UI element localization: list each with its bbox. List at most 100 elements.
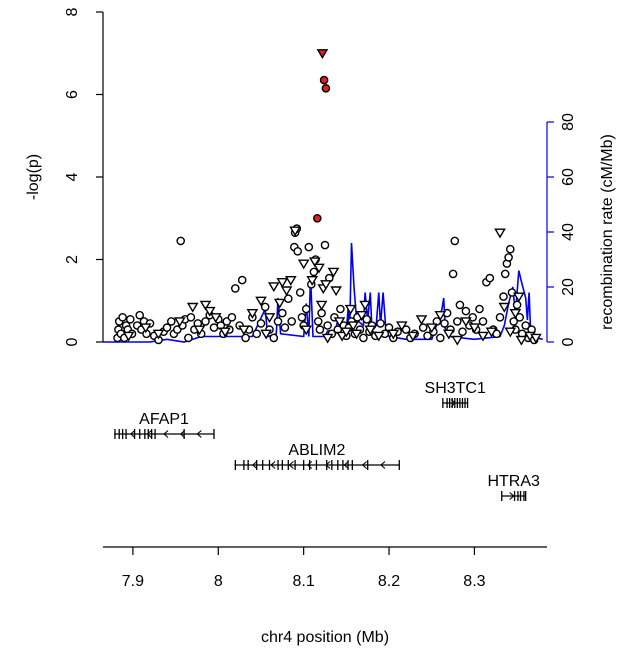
gene-htra3: HTRA3 [487,473,540,501]
snp-point-highlight [321,84,331,93]
snp-point-triangle [372,331,385,342]
snp-point-circle [273,317,283,326]
snp-point-circle [184,333,193,343]
snp-point-circle [320,240,330,250]
snp-point-triangle [498,302,511,313]
snp-point-circle [209,323,219,332]
snp-point-triangle [504,327,517,338]
gene-strand-arrow [251,461,258,469]
snp-point-triangle [494,228,506,239]
snp-point-triangle [336,331,348,342]
y-axis-label: -log(p) [25,154,42,200]
snp-point-highlight [319,75,329,85]
snp-point-circle [252,329,262,339]
snp-point-circle [475,304,484,314]
snp-point-triangle [308,257,321,268]
snp-point-triangle [199,300,212,311]
snp-point-triangle [442,329,455,340]
snp-point-circle [485,273,495,283]
gene-strand-arrow [343,461,349,469]
y2-tick-label: 80 [560,113,577,131]
snp-point-circle [162,323,172,332]
snp-point-triangle [267,282,280,293]
snp-point-circle [301,304,311,314]
snp-point-circle [450,236,460,246]
snp-point-circle [440,319,449,328]
snp-point-triangle [434,311,447,321]
snp-point-circle [313,317,323,326]
y-tick-label: 4 [64,172,81,181]
snp-point-triangle [415,315,428,326]
y2-tick-label: 40 [560,223,577,241]
snp-point-circle [309,267,319,277]
snp-point-triangle [122,331,135,342]
snp-point-triangle [350,329,363,340]
snp-point-triangle [284,276,297,286]
snp-point-triangle [306,276,319,286]
x-tick-label: 8.1 [293,573,315,590]
snp-point-triangle [530,333,542,344]
snp-point-highlight [312,213,322,223]
snp-point-triangle [297,259,310,270]
snp-point-triangle [193,325,206,336]
snp-point-circle [432,317,442,326]
snp-point-triangle [320,280,332,290]
snp-point-circle [317,308,326,318]
snp-point-circle [186,312,196,322]
snp-point-circle [376,319,385,328]
snp-point-triangle [273,298,286,309]
snp-point-triangle [276,278,289,288]
snp-point-triangle [186,302,199,313]
snp-point-circle [280,323,290,332]
snp-point-triangle [485,327,498,338]
snp-point-triangle [340,327,353,338]
x-tick-label: 8 [214,573,223,590]
snp-point-circle [418,323,428,332]
gene-strand-arrow [129,430,136,438]
snp-point-circle [135,310,144,320]
gene-strand-arrow [325,461,331,469]
snp-point-circle [452,317,462,326]
snp-point-circle [295,288,305,297]
y2-axis-label: recombination rate (cM/Mb) [599,134,616,330]
snp-point-triangle [451,335,464,346]
snp-point-triangle [315,300,328,311]
snp-point-circle [504,253,513,262]
snp-point-triangle [246,309,259,319]
snp-point-triangle [359,300,371,311]
snp-point-circle [287,317,297,326]
snp-point-circle [362,314,372,324]
snp-point-triangle [395,321,408,332]
snp-point-circle [505,244,515,254]
snp-point-circle [227,312,237,322]
snp-point-circle [336,304,345,314]
snp-point-circle [237,275,247,285]
snp-point-triangle [477,331,489,342]
snp-point-triangle [333,317,346,328]
snp-point-triangle [347,321,360,332]
gene-strand-arrow [288,461,294,469]
y-tick-label: 0 [64,337,81,346]
x-tick-label: 8.2 [378,573,400,590]
snp-point-triangle [173,317,186,328]
snp-point-circle [323,321,332,330]
snp-point-triangle [407,331,419,342]
gene-strand-arrow [380,461,386,469]
snp-point-circle [315,325,325,334]
y-tick-label: 6 [64,90,81,99]
gene-strand-arrow [450,399,457,407]
gene-ablim2: ABLIM2 [234,442,400,470]
snp-point-circle [478,317,488,326]
gene-strand-arrow [196,430,202,438]
snp-point-circle [269,333,279,343]
snp-point-circle [304,242,314,252]
gene-label: SH3TC1 [425,380,486,397]
snp-point-triangle [509,309,522,319]
snp-point-circle [118,312,127,322]
snp-point-circle [277,308,287,318]
snp-point-circle [512,300,522,310]
snp-point-circle [297,312,307,322]
snp-point-circle [461,306,471,316]
